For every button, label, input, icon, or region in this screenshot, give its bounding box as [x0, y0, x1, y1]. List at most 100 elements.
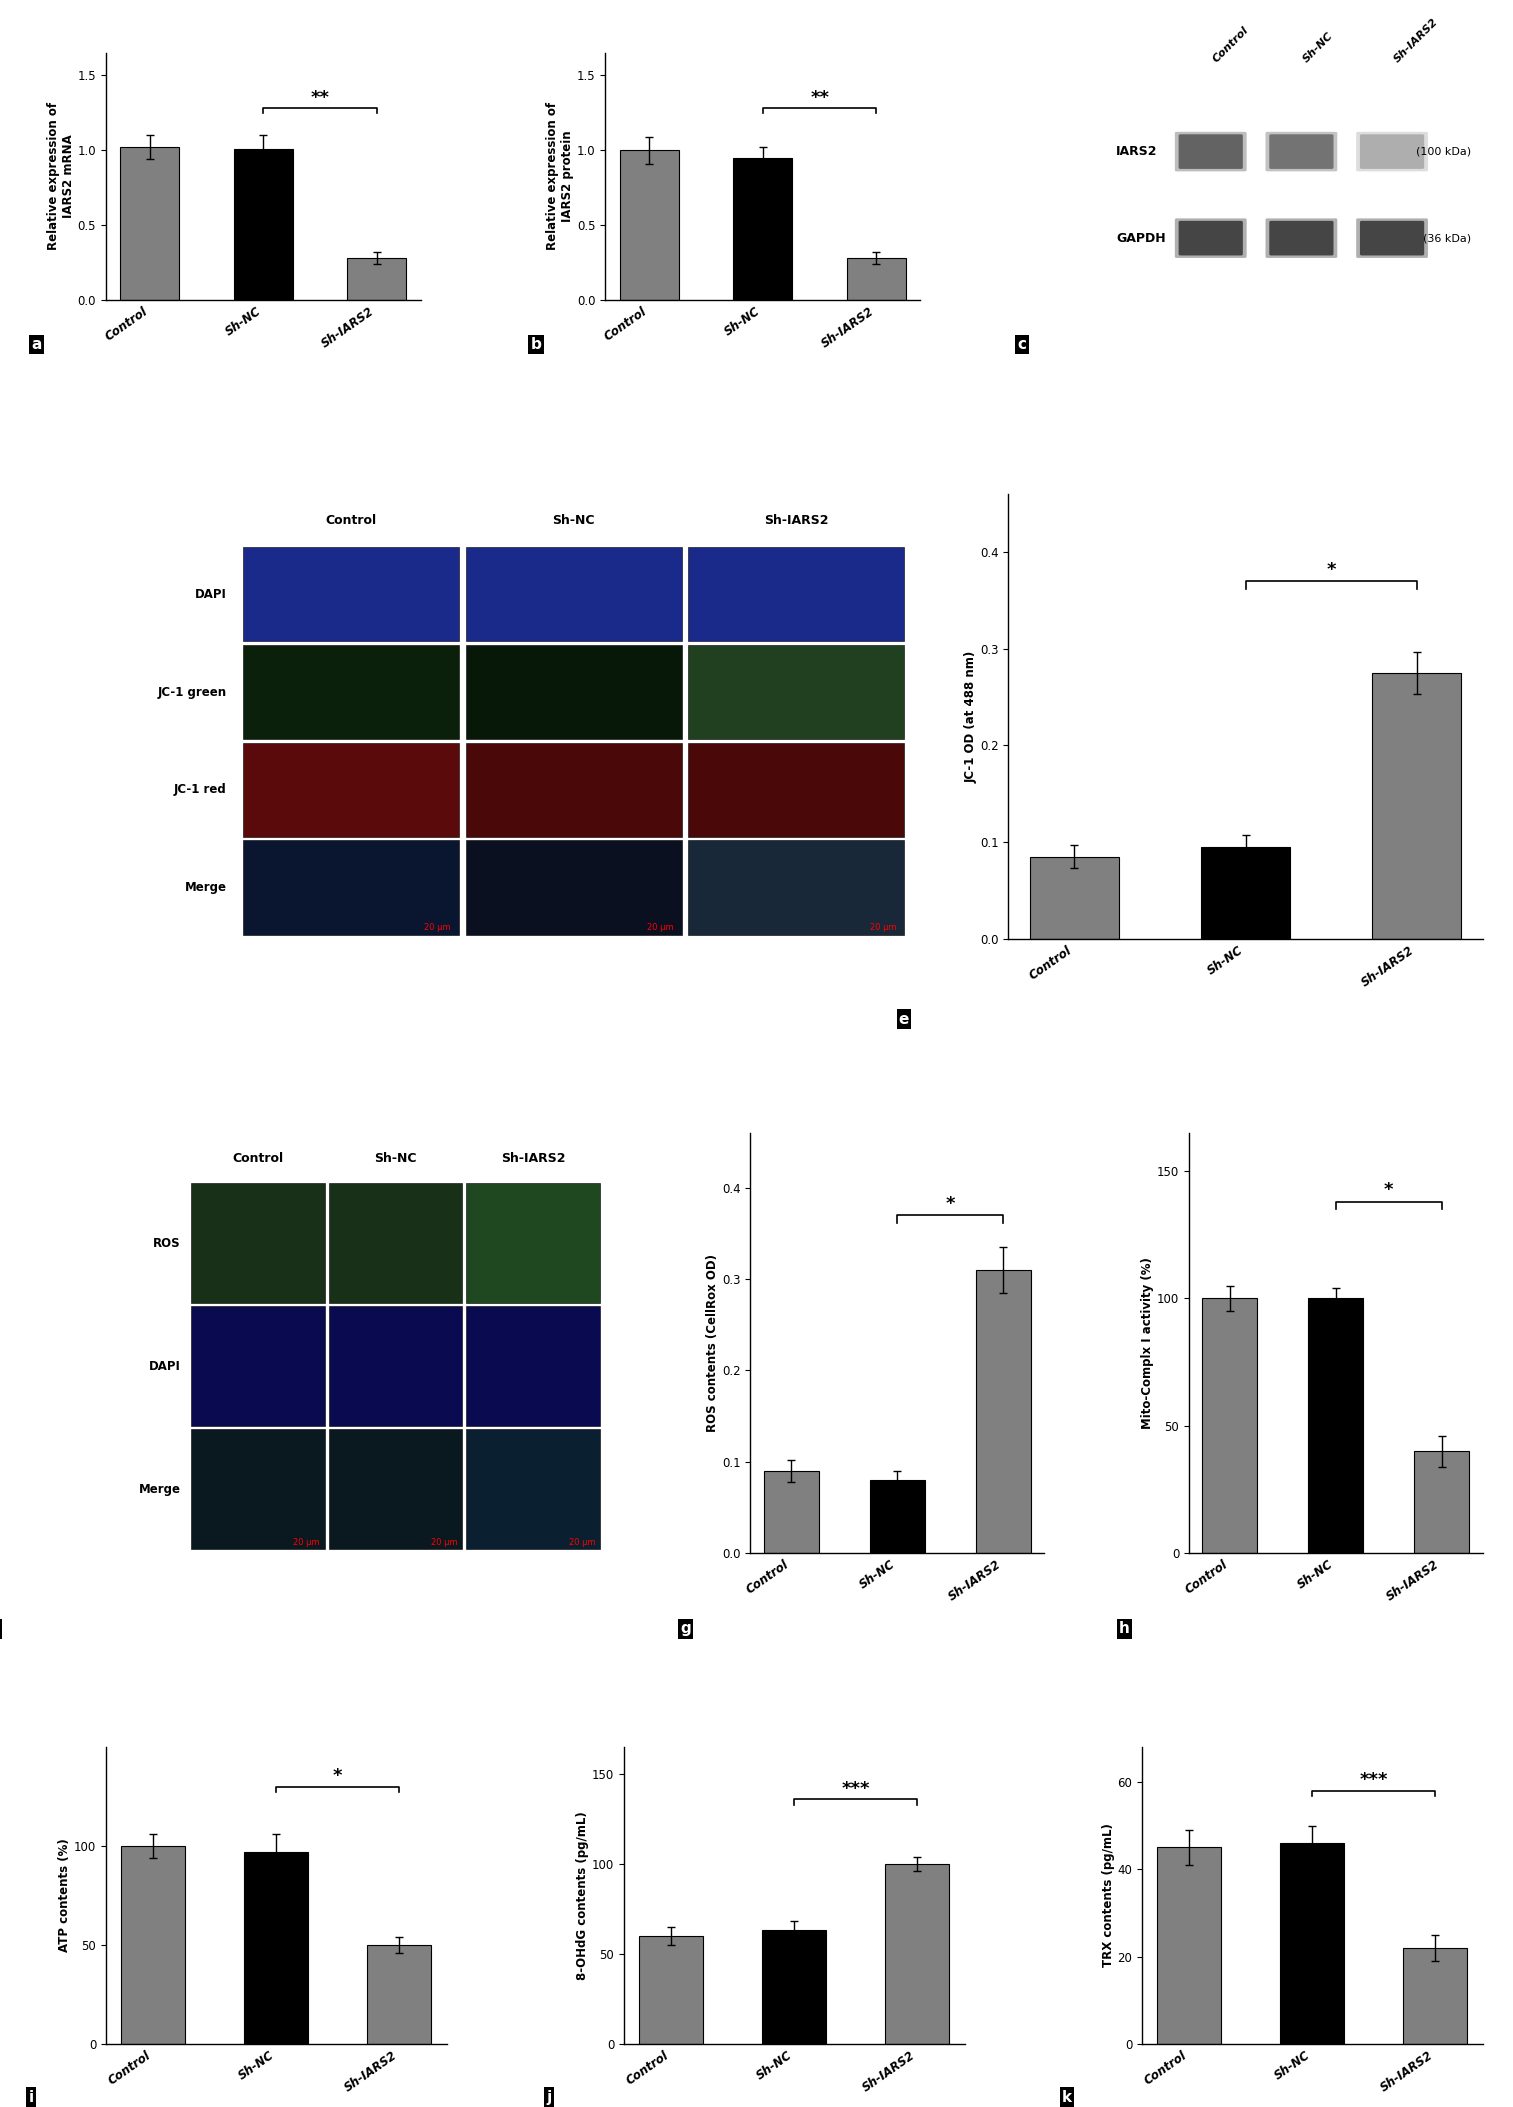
Text: IARS2: IARS2 — [1117, 145, 1157, 158]
Bar — [1404, 1947, 1468, 2044]
Text: Merge: Merge — [185, 881, 227, 893]
Y-axis label: ATP contents (%): ATP contents (%) — [57, 1839, 71, 1953]
Bar — [466, 645, 682, 740]
Text: DAPI: DAPI — [148, 1359, 182, 1372]
FancyBboxPatch shape — [1360, 221, 1424, 255]
Bar — [328, 1306, 463, 1426]
Text: Sh-NC: Sh-NC — [1301, 32, 1336, 65]
FancyBboxPatch shape — [1265, 219, 1337, 257]
Y-axis label: Relative expression of
IARS2 protein: Relative expression of IARS2 protein — [546, 103, 575, 251]
Text: j: j — [546, 2090, 552, 2105]
Bar — [191, 1184, 325, 1302]
Bar — [191, 1306, 325, 1426]
Text: ROS: ROS — [153, 1237, 182, 1249]
Bar — [1309, 1298, 1363, 1553]
Text: Control: Control — [231, 1153, 283, 1165]
Text: ***: *** — [1360, 1772, 1387, 1789]
Y-axis label: Mito-Complx I activity (%): Mito-Complx I activity (%) — [1141, 1258, 1154, 1429]
Text: (36 kDa): (36 kDa) — [1424, 234, 1472, 242]
Y-axis label: JC-1 OD (at 488 nm): JC-1 OD (at 488 nm) — [964, 651, 977, 782]
Bar — [244, 548, 458, 641]
Bar — [368, 1945, 431, 2044]
Text: Sh-IARS2: Sh-IARS2 — [1392, 17, 1440, 65]
Text: *: * — [1384, 1182, 1393, 1199]
Bar — [191, 1429, 325, 1549]
FancyBboxPatch shape — [1174, 133, 1247, 171]
Bar — [328, 1429, 463, 1549]
Bar — [120, 147, 179, 299]
Text: b: b — [531, 337, 542, 352]
FancyBboxPatch shape — [1179, 221, 1242, 255]
Bar — [976, 1271, 1030, 1553]
Bar — [466, 841, 682, 936]
Bar — [466, 1184, 601, 1302]
Text: h: h — [1120, 1622, 1130, 1637]
Text: 20 μm: 20 μm — [648, 923, 673, 931]
Bar — [688, 742, 905, 836]
Text: c: c — [1017, 337, 1026, 352]
Bar — [1280, 1844, 1345, 2044]
FancyBboxPatch shape — [1265, 133, 1337, 171]
Y-axis label: TRX contents (pg/mL): TRX contents (pg/mL) — [1101, 1823, 1115, 1968]
Bar — [1372, 672, 1462, 940]
Text: Sh-NC: Sh-NC — [552, 514, 595, 527]
Text: Sh-IARS2: Sh-IARS2 — [501, 1153, 566, 1165]
FancyBboxPatch shape — [1356, 133, 1428, 171]
Bar — [688, 548, 905, 641]
Bar — [244, 645, 458, 740]
FancyBboxPatch shape — [1179, 135, 1242, 169]
Text: 20 μm: 20 μm — [425, 923, 451, 931]
Bar — [466, 742, 682, 836]
Bar — [1415, 1452, 1469, 1553]
Bar — [734, 158, 793, 299]
Bar — [763, 1930, 826, 2044]
Text: **: ** — [809, 88, 829, 107]
FancyBboxPatch shape — [1360, 135, 1424, 169]
Bar — [328, 1184, 463, 1302]
Bar — [235, 150, 294, 299]
Text: e: e — [899, 1011, 909, 1026]
Text: Sh-IARS2: Sh-IARS2 — [764, 514, 829, 527]
Bar — [348, 257, 407, 299]
Bar — [688, 645, 905, 740]
Text: 20 μm: 20 μm — [294, 1538, 319, 1547]
Text: 20 μm: 20 μm — [431, 1538, 457, 1547]
Bar — [466, 1429, 601, 1549]
Bar — [764, 1471, 819, 1553]
Bar — [1203, 1298, 1257, 1553]
Y-axis label: Relative expression of
IARS2 mRNA: Relative expression of IARS2 mRNA — [47, 103, 74, 251]
Bar — [1030, 858, 1120, 940]
Bar — [121, 1846, 185, 2044]
Text: 20 μm: 20 μm — [870, 923, 896, 931]
Bar — [1157, 1848, 1221, 2044]
FancyBboxPatch shape — [1356, 219, 1428, 257]
Text: JC-1 green: JC-1 green — [157, 685, 227, 700]
Bar — [885, 1865, 949, 2044]
Text: g: g — [681, 1622, 691, 1637]
Bar — [688, 841, 905, 936]
Text: (100 kDa): (100 kDa) — [1416, 147, 1472, 156]
Y-axis label: 8-OHdG contents (pg/mL): 8-OHdG contents (pg/mL) — [576, 1812, 589, 1981]
Bar — [466, 548, 682, 641]
FancyBboxPatch shape — [1174, 219, 1247, 257]
Text: JC-1 red: JC-1 red — [174, 784, 227, 796]
Bar — [244, 841, 458, 936]
Text: *: * — [946, 1195, 955, 1214]
Text: k: k — [1062, 2090, 1073, 2105]
Text: Merge: Merge — [139, 1483, 182, 1496]
Text: Sh-NC: Sh-NC — [374, 1153, 416, 1165]
Text: i: i — [29, 2090, 33, 2105]
Text: *: * — [333, 1768, 342, 1785]
Bar — [847, 257, 906, 299]
Text: 20 μm: 20 μm — [569, 1538, 595, 1547]
Bar — [620, 150, 679, 299]
Text: DAPI: DAPI — [195, 588, 227, 600]
Bar — [640, 1936, 704, 2044]
Text: Control: Control — [325, 514, 377, 527]
FancyBboxPatch shape — [1269, 221, 1333, 255]
Y-axis label: ROS contents (CellRox OD): ROS contents (CellRox OD) — [707, 1254, 719, 1433]
Text: Control: Control — [1210, 25, 1250, 65]
Text: **: ** — [310, 88, 330, 107]
Text: GAPDH: GAPDH — [1117, 232, 1167, 244]
Text: *: * — [1327, 560, 1336, 579]
